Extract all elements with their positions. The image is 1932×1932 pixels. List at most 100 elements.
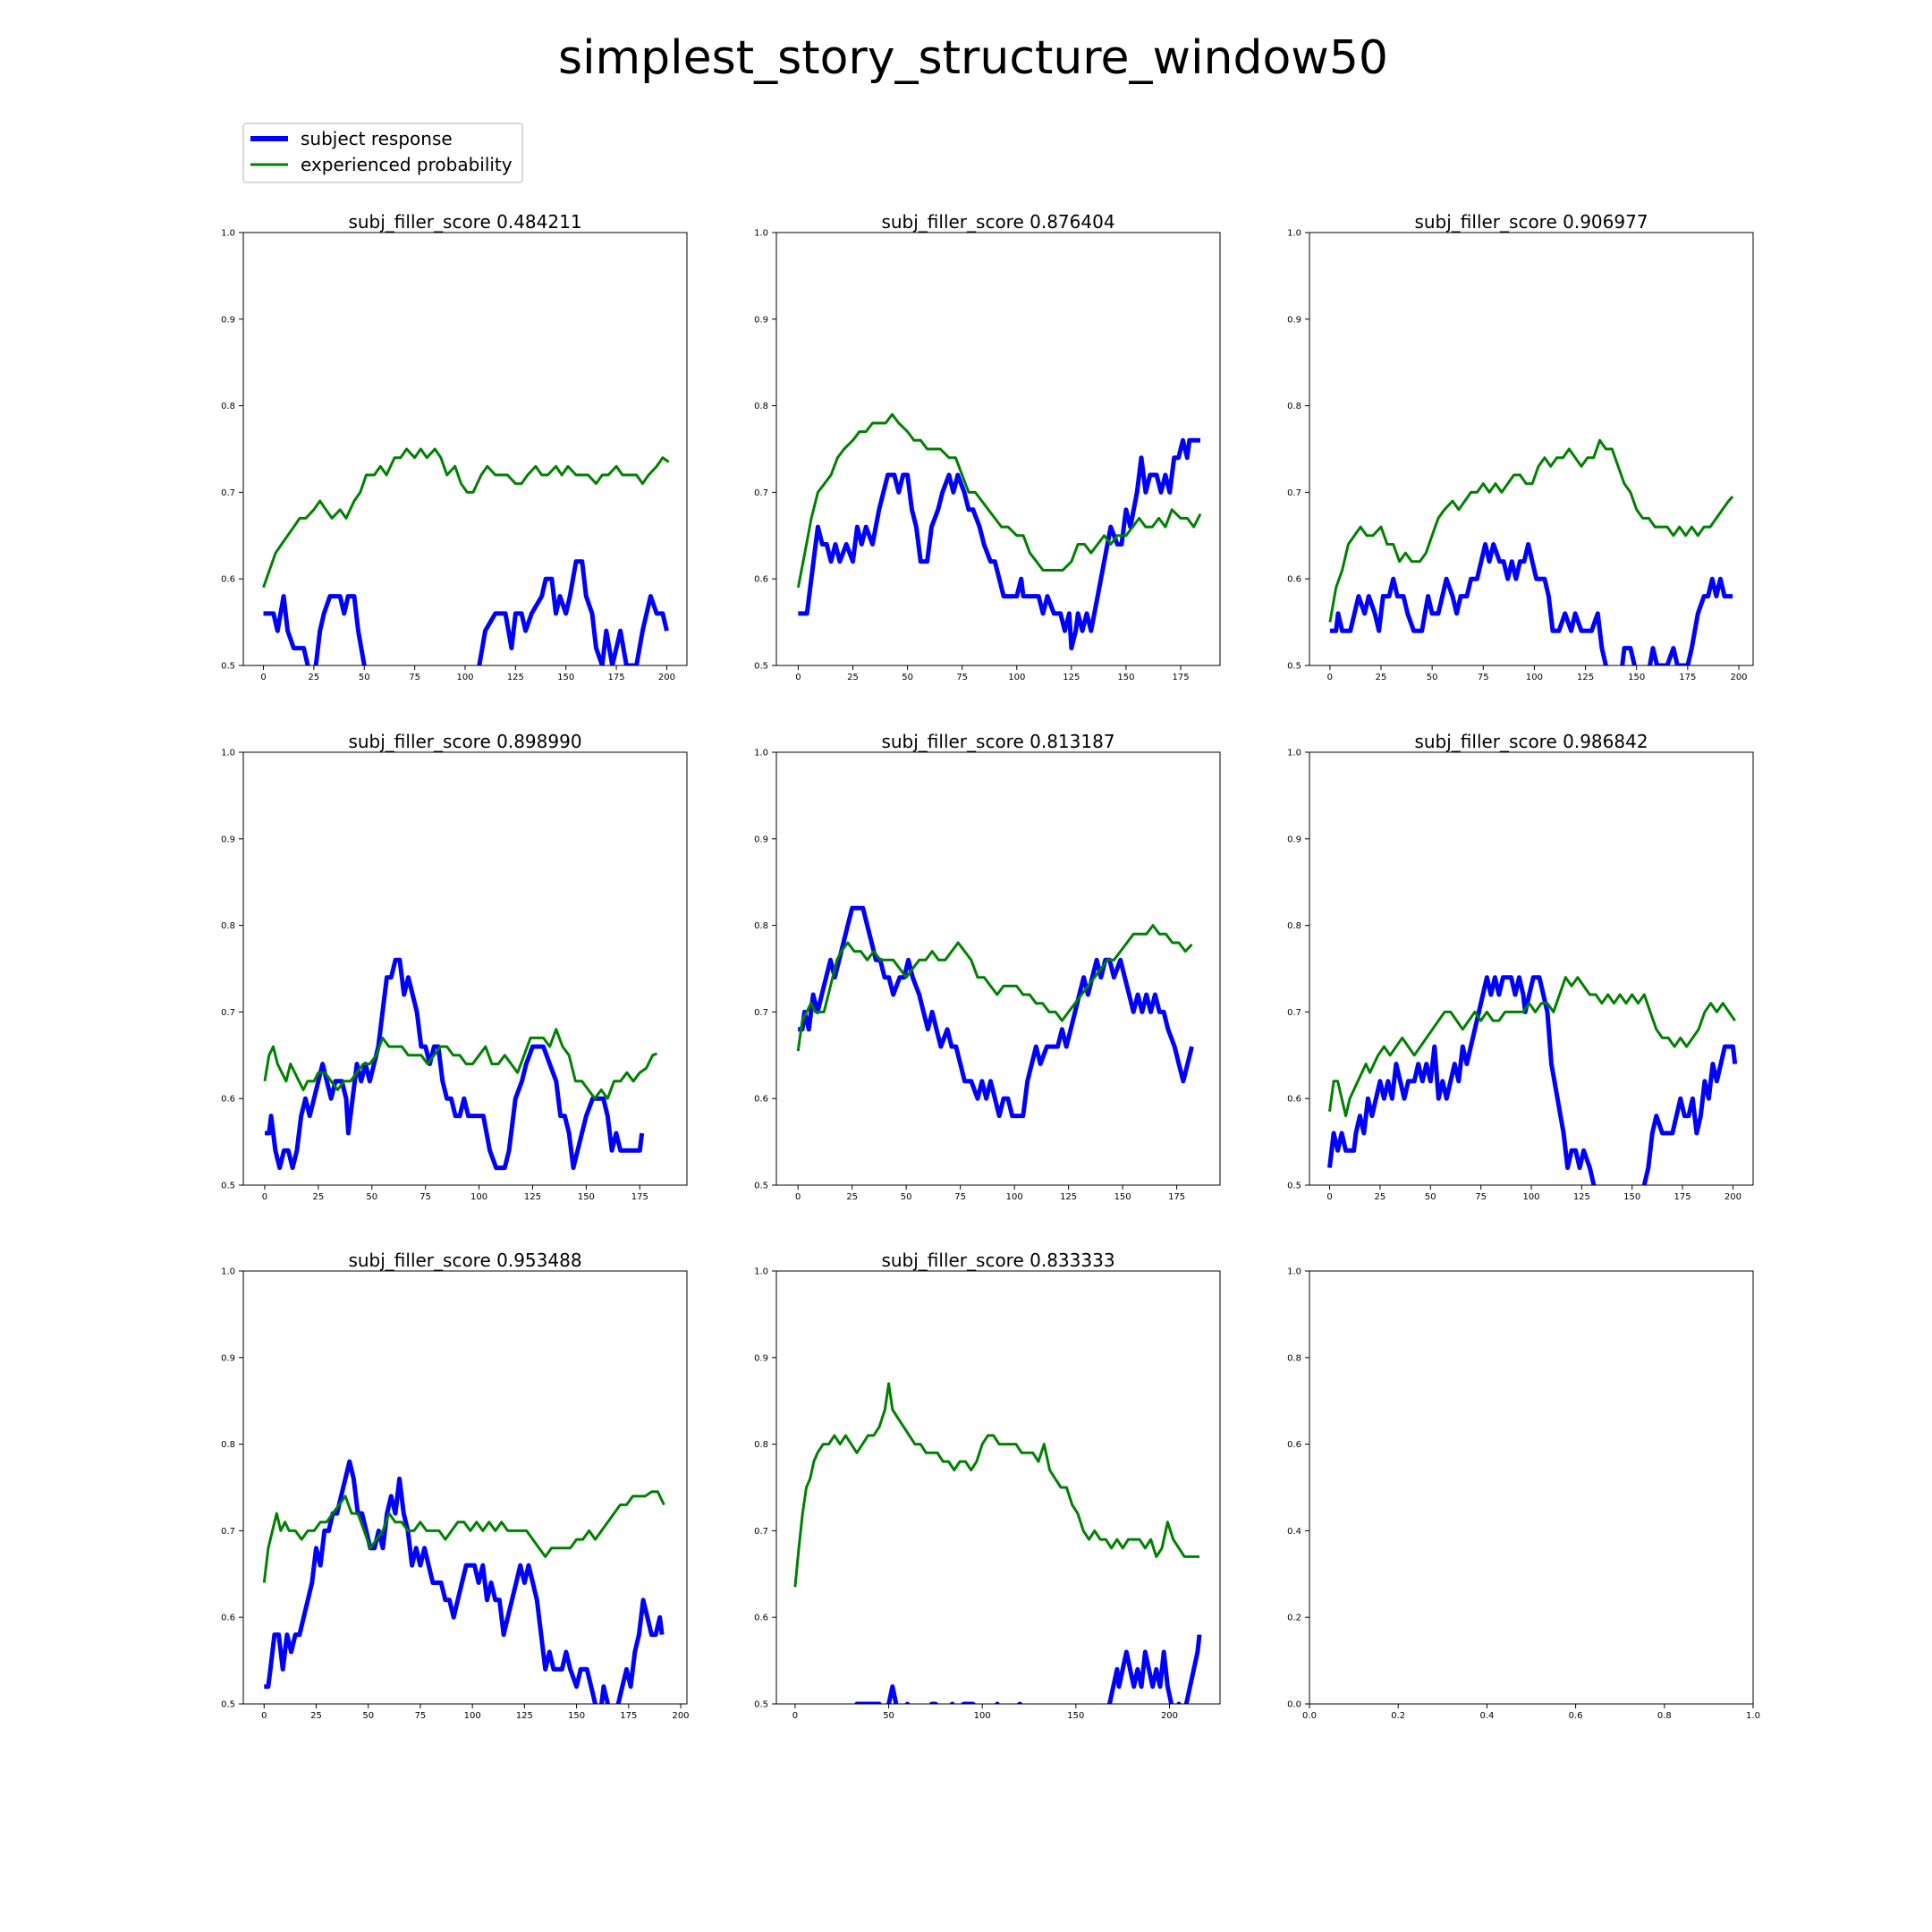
y-tick-label: 0.8: [1287, 921, 1301, 931]
x-tick-label: 100: [1526, 673, 1543, 682]
y-tick-label: 1.0: [754, 229, 768, 239]
x-tick-label: 25: [310, 1711, 322, 1721]
y-tick-label: 0.9: [221, 1353, 235, 1363]
y-tick-label: 0.6: [221, 1614, 235, 1623]
x-tick-label: 175: [1679, 673, 1696, 682]
series-line-experienced-probability: [263, 1028, 658, 1100]
x-tick-label: 1.0: [1746, 1711, 1760, 1721]
legend: subject response experienced probability: [242, 123, 523, 183]
x-tick-label: 200: [1161, 1711, 1178, 1721]
series-line-experienced-probability: [793, 1382, 1199, 1588]
x-tick-label: 175: [631, 1192, 648, 1202]
x-tick-label: 75: [419, 1192, 431, 1202]
y-tick-label: 1.0: [221, 1267, 235, 1277]
x-tick-label: 0: [262, 1192, 267, 1202]
series-line-subject-response: [798, 905, 1194, 1119]
y-tick-label: 1.0: [754, 1267, 768, 1277]
x-tick-label: 150: [1117, 673, 1134, 682]
subplot-title: subj_filler_score 0.906977: [1414, 211, 1648, 233]
series-line-subject-response: [1329, 542, 1733, 665]
y-tick-label: 0.6: [1287, 1440, 1301, 1450]
y-tick-label: 0.7: [221, 488, 235, 498]
x-tick-label: 175: [1168, 1192, 1185, 1202]
subplot-title: subj_filler_score 0.833333: [881, 1250, 1114, 1271]
y-tick-label: 0.7: [1287, 1008, 1301, 1018]
x-tick-label: 0: [1326, 1192, 1332, 1202]
y-tick-label: 1.0: [1287, 1267, 1301, 1277]
x-tick-label: 200: [1730, 673, 1747, 682]
y-tick-label: 0.4: [1287, 1527, 1301, 1537]
figure-title: simplest_story_structure_window50: [558, 31, 1388, 85]
series-line-experienced-probability: [796, 924, 1193, 1052]
series-line-subject-response: [265, 957, 645, 1171]
x-tick-label: 150: [1623, 1192, 1640, 1202]
x-tick-label: 25: [847, 673, 859, 682]
y-tick-label: 0.9: [754, 315, 768, 325]
y-tick-label: 0.7: [754, 1008, 768, 1018]
x-tick-label: 50: [1425, 1192, 1436, 1202]
x-tick-label: 0.6: [1569, 1711, 1583, 1721]
subplot-1: subj_filler_score 0.484211 0 25 50 75 100 125 1…: [221, 211, 688, 682]
legend-label-subject-response: subject response: [301, 128, 453, 149]
y-tick-label: 0.9: [1287, 315, 1301, 325]
x-tick-label: 75: [415, 1711, 427, 1721]
y-tick-label: 1.0: [754, 749, 768, 758]
x-tick-label: 100: [1522, 1192, 1539, 1202]
x-tick-label: 125: [516, 1711, 533, 1721]
y-tick-label: 0.5: [221, 662, 235, 672]
y-tick-label: 0.9: [221, 835, 235, 844]
y-tick-label: 1.0: [221, 749, 235, 758]
y-tick-label: 0.7: [754, 1527, 768, 1537]
x-tick-label: 50: [362, 1711, 374, 1721]
y-tick-label: 0.2: [1287, 1614, 1301, 1623]
legend-frame: [242, 123, 523, 183]
plot-frame: [1309, 1270, 1754, 1705]
x-tick-label: 200: [1724, 1192, 1741, 1202]
subplot-5: subj_filler_score 0.813187 0 25 50 75 100 125 1…: [754, 731, 1221, 1202]
plot-frame: [775, 232, 1221, 666]
subplot-title: subj_filler_score 0.986842: [1414, 731, 1648, 752]
subplot-2: subj_filler_score 0.876404 0 25 50 75 100 125 1…: [754, 211, 1221, 682]
x-tick-label: 25: [846, 1192, 858, 1202]
y-tick-label: 0.5: [754, 662, 768, 672]
x-tick-label: 100: [1006, 1192, 1023, 1202]
y-tick-label: 0.6: [221, 1095, 235, 1105]
x-tick-label: 50: [902, 673, 913, 682]
x-tick-label: 200: [672, 1711, 689, 1721]
x-tick-label: 0: [260, 673, 266, 682]
x-tick-label: 150: [1067, 1711, 1084, 1721]
x-tick-label: 200: [658, 673, 675, 682]
series-line-subject-response: [798, 437, 1200, 651]
x-tick-label: 0: [795, 673, 801, 682]
y-tick-label: 0.5: [754, 1700, 768, 1710]
y-tick-label: 0.7: [221, 1008, 235, 1018]
series-line-subject-response: [263, 559, 669, 665]
y-tick-label: 1.0: [1287, 749, 1301, 758]
x-tick-label: 0: [795, 1192, 801, 1202]
x-tick-label: 150: [578, 1192, 595, 1202]
series-line-subject-response: [1327, 975, 1738, 1185]
y-tick-label: 0.6: [754, 1095, 768, 1105]
y-tick-label: 0.8: [221, 1440, 235, 1450]
x-tick-label: 100: [974, 1711, 991, 1721]
y-tick-label: 0.9: [754, 1353, 768, 1363]
subplot-title: subj_filler_score 0.953488: [348, 1250, 581, 1271]
x-tick-label: 50: [1427, 673, 1438, 682]
x-tick-label: 175: [620, 1711, 637, 1721]
subplot-7: subj_filler_score 0.953488 0 25 50 75 100 125 1…: [221, 1250, 689, 1721]
subplot-grid: subj_filler_score 0.484211 0 25 50 75 100 125 1…: [221, 211, 1760, 1721]
x-tick-label: 100: [464, 1711, 481, 1721]
x-tick-label: 150: [1628, 673, 1645, 682]
x-tick-label: 100: [1008, 673, 1025, 682]
x-tick-label: 125: [1060, 1192, 1077, 1202]
x-tick-label: 25: [1376, 673, 1387, 682]
x-tick-label: 125: [1577, 673, 1594, 682]
plot-frame: [242, 1270, 688, 1705]
series-line-experienced-probability: [796, 412, 1202, 589]
x-tick-label: 125: [524, 1192, 541, 1202]
y-tick-label: 0.6: [1287, 1095, 1301, 1105]
x-tick-label: 0.4: [1479, 1711, 1494, 1721]
y-tick-label: 0.9: [221, 315, 235, 325]
x-tick-label: 0.0: [1302, 1711, 1317, 1721]
